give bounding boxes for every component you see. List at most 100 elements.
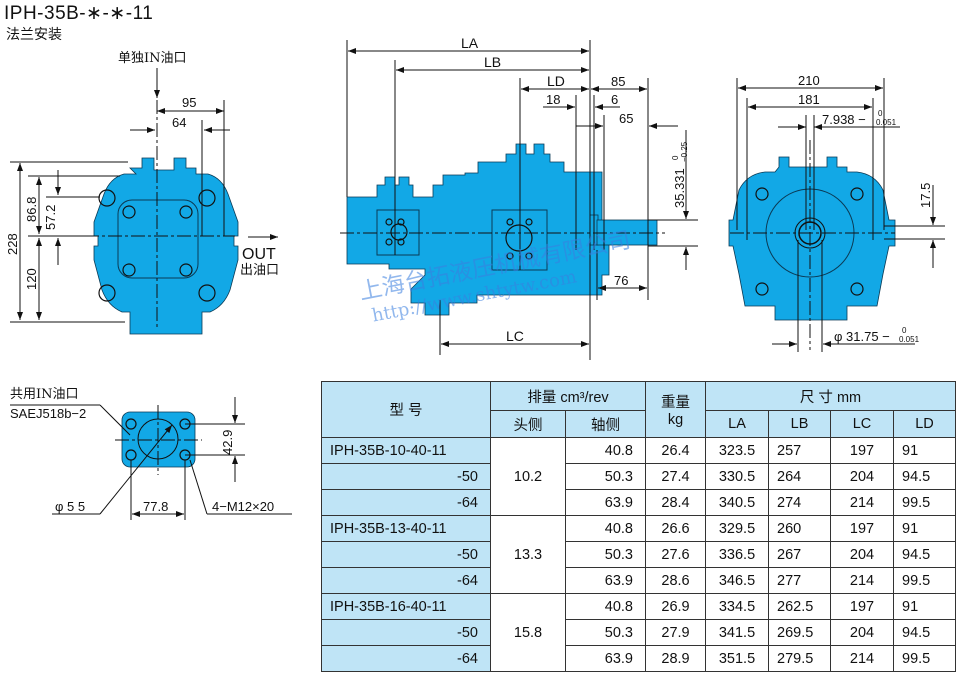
table-row: IPH-35B-13-40-11 13.3 40.8 26.6 329.5 260 197 9… (321, 515, 956, 594)
dim-64: 64 (172, 115, 186, 130)
dim-la: LA (461, 35, 479, 51)
cell-ld: 99.5 (893, 489, 956, 516)
cell-lc: 197 (830, 593, 894, 620)
dim-86-8: 86.8 (24, 197, 39, 222)
cell-weight: 28.9 (645, 645, 706, 672)
dim-77-8: 77.8 (143, 499, 168, 514)
cell-lc: 214 (830, 645, 894, 672)
cell-la: 329.5 (705, 515, 769, 542)
dim-key-height: 35.331 (672, 168, 687, 208)
spec-table: 型 号 排量 cm³/rev 重量 kg 尺 寸 mm 头侧 轴侧 LA LB L… (321, 381, 956, 672)
cell-la: 351.5 (705, 645, 769, 672)
dim-228: 228 (5, 233, 20, 255)
dim-bolts: 4−M12×20 (212, 499, 274, 514)
dim-95: 95 (182, 95, 196, 110)
cell-model: -50 (321, 541, 491, 568)
weight-unit: kg (667, 412, 684, 428)
dim-42-9: 42.9 (220, 430, 235, 455)
cell-ld: 91 (893, 593, 956, 620)
cell-lc: 214 (830, 489, 894, 516)
cell-weight: 26.9 (645, 593, 706, 620)
cell-la: 336.5 (705, 541, 769, 568)
dim-shaft-tol-lo: 0.051 (899, 335, 920, 344)
cell-shaft-side: 63.9 (565, 645, 646, 672)
cell-lb: 260 (768, 515, 831, 542)
cell-weight: 27.6 (645, 541, 706, 568)
cell-lc: 214 (830, 567, 894, 594)
cell-weight: 27.4 (645, 463, 706, 490)
dim-lc: LC (506, 328, 524, 344)
dim-bore: φ 5 5 (55, 499, 85, 514)
cell-lb: 279.5 (768, 645, 831, 672)
out-label: OUT (242, 246, 276, 263)
dim-keyway: 7.938 − (822, 112, 866, 127)
cell-lc: 204 (830, 463, 894, 490)
cell-shaft-side: 50.3 (565, 463, 646, 490)
cell-shaft-side: 50.3 (565, 619, 646, 646)
cell-model: IPH-35B-13-40-11 (321, 515, 491, 542)
table-row: IPH-35B-16-40-11 15.8 40.8 26.9 334.5 262.5 19… (321, 593, 956, 672)
cell-head-side: 15.8 (490, 593, 566, 672)
cell-shaft-side: 63.9 (565, 567, 646, 594)
col-displacement: 排量 cm³/rev (490, 381, 646, 411)
cell-lc: 197 (830, 515, 894, 542)
col-model: 型 号 (321, 381, 491, 438)
cell-weight: 28.4 (645, 489, 706, 516)
dim-57-2: 57.2 (43, 205, 58, 230)
cell-lb: 262.5 (768, 593, 831, 620)
page-subtitle: 法兰安装 (6, 27, 62, 43)
col-dims: 尺 寸 mm (705, 381, 956, 411)
dim-17-5: 17.5 (918, 183, 933, 208)
in-port-label: 单独IN油口 (118, 51, 187, 66)
dim-76: 76 (614, 273, 628, 288)
table-row: -64 63.9 28.9 351.5 279.5 214 99.5 (321, 645, 956, 672)
weight-label: 重量 (661, 395, 690, 411)
cell-lb: 277 (768, 567, 831, 594)
cell-model: -50 (321, 463, 491, 490)
cell-ld: 94.5 (893, 541, 956, 568)
port-view: 共用IN油口 SAEJ518b−2 42.9 77.8 φ 5 5 4−M12×… (10, 387, 292, 520)
cell-lc: 204 (830, 619, 894, 646)
cell-ld: 94.5 (893, 463, 956, 490)
table-row: IPH-35B-10-40-11 10.2 40.8 26.4 323.5 257 197 9… (321, 437, 956, 516)
cell-lb: 267 (768, 541, 831, 568)
cell-lb: 269.5 (768, 619, 831, 646)
table-row: -64 63.9 28.6 346.5 277 214 99.5 (321, 567, 956, 594)
dim-lb: LB (484, 54, 501, 70)
cell-shaft-side: 40.8 (565, 593, 646, 620)
dim-18: 18 (546, 92, 560, 107)
cell-head-side: 13.3 (490, 515, 566, 594)
cell-lc: 197 (830, 437, 894, 464)
dim-ld: LD (547, 73, 565, 89)
cell-la: 341.5 (705, 619, 769, 646)
dim-210: 210 (798, 73, 820, 88)
cell-head-side: 10.2 (490, 437, 566, 516)
cell-weight: 28.6 (645, 567, 706, 594)
cell-weight: 27.9 (645, 619, 706, 646)
cell-lb: 257 (768, 437, 831, 464)
cell-la: 340.5 (705, 489, 769, 516)
port-spec: SAEJ518b−2 (10, 406, 86, 421)
table-row: -50 50.3 27.6 336.5 267 204 94.5 (321, 541, 956, 568)
dim-181: 181 (798, 92, 820, 107)
dim-key-tol-up: 0 (671, 155, 680, 160)
col-shaft-side: 轴侧 (565, 410, 646, 438)
cell-model: IPH-35B-10-40-11 (321, 437, 491, 464)
col-head-side: 头侧 (490, 410, 566, 438)
dim-shaft-tol-up: 0 (902, 326, 907, 335)
end-view: 210 181 7.938 − 0 0.051 17.5 φ 31.75 − 0… (728, 73, 945, 352)
cell-ld: 94.5 (893, 619, 956, 646)
common-in-port-label: 共用IN油口 (10, 387, 79, 402)
cell-shaft-side: 40.8 (565, 437, 646, 464)
col-ld: LD (893, 410, 956, 438)
cell-lb: 264 (768, 463, 831, 490)
cell-model: -50 (321, 619, 491, 646)
cell-shaft-side: 40.8 (565, 515, 646, 542)
table-row: -64 63.9 28.4 340.5 274 214 99.5 (321, 489, 956, 516)
col-weight: 重量 kg (645, 381, 706, 438)
cell-la: 346.5 (705, 567, 769, 594)
front-view: 单独IN油口 95 64 228 86.8 57.2 120 OUT 出油口 (5, 51, 279, 335)
dim-key-tol-lo: −0.25 (680, 141, 689, 162)
cell-model: -64 (321, 645, 491, 672)
